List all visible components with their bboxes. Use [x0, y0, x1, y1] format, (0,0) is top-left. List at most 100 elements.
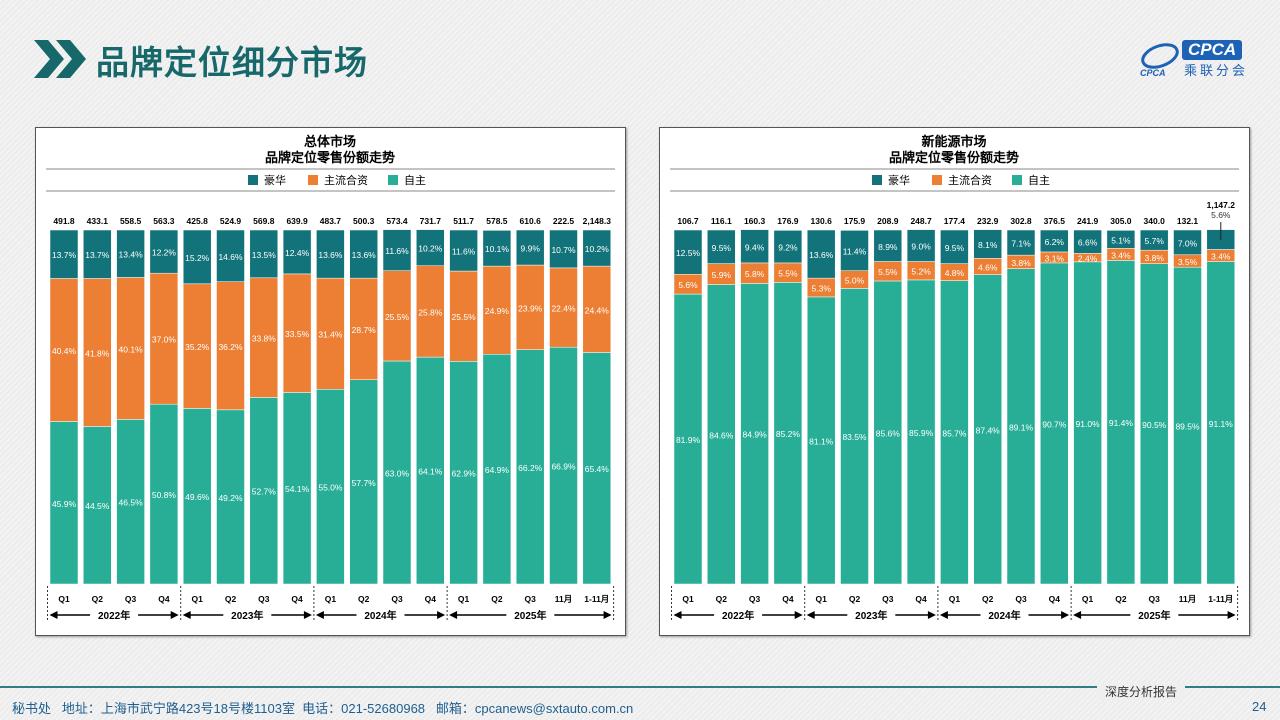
bar-segment — [515, 264, 545, 350]
category-label: 1-11月 — [1208, 594, 1233, 604]
data-label: 5.0% — [845, 276, 865, 286]
data-label: 9.0% — [911, 242, 931, 252]
bar-segment — [549, 346, 578, 585]
bar-segment — [182, 283, 212, 409]
total-label: 376.5 — [1044, 216, 1066, 226]
total-label: 573.4 — [386, 216, 408, 226]
arrow-right-icon — [1227, 611, 1236, 619]
bar-segment — [1006, 229, 1036, 256]
data-label: 11.4% — [843, 247, 867, 257]
data-label: 81.9% — [676, 435, 701, 445]
arrow-left-icon — [939, 611, 948, 619]
data-label: 24.4% — [585, 305, 610, 315]
bar-segment — [149, 229, 179, 274]
total-label: 302.8 — [1010, 216, 1032, 226]
bar-segment — [806, 296, 836, 585]
category-label: Q1 — [682, 594, 694, 604]
category-label: Q2 — [491, 594, 503, 604]
bar-segment — [582, 229, 612, 267]
data-label: 6.2% — [1045, 237, 1065, 247]
total-label: 248.7 — [910, 216, 932, 226]
total-label: 483.7 — [320, 216, 342, 226]
bar-segment — [873, 280, 903, 585]
bar-segment — [673, 229, 703, 275]
bar-segment — [116, 419, 145, 585]
data-label: 9.9% — [521, 244, 541, 254]
total-label: 500.3 — [353, 216, 375, 226]
category-label: Q3 — [258, 594, 270, 604]
category-label: Q2 — [225, 594, 237, 604]
bar-segment — [382, 229, 412, 271]
category-label: 11月 — [1179, 594, 1197, 604]
data-label: 8.1% — [978, 240, 998, 250]
bar-segment — [973, 229, 1002, 259]
data-label: 3.8% — [1145, 253, 1165, 263]
category-label: Q3 — [525, 594, 537, 604]
data-label: 66.2% — [518, 463, 543, 473]
data-label: 25.5% — [452, 312, 477, 322]
data-label: 33.5% — [285, 329, 310, 339]
bar-segment — [449, 270, 478, 362]
data-label: 84.9% — [743, 430, 768, 440]
category-label: Q4 — [915, 594, 927, 604]
data-label: 84.6% — [709, 430, 734, 440]
bar-segment — [1173, 229, 1202, 256]
bar-segment — [482, 230, 512, 267]
bar-segment — [382, 270, 412, 362]
year-label: 2024年 — [364, 609, 396, 622]
category-label: Q3 — [1015, 594, 1027, 604]
category-label: Q3 — [125, 594, 137, 604]
data-label: 62.9% — [452, 469, 477, 479]
total-label: 731.7 — [420, 216, 442, 226]
page-title: 品牌定位细分市场 — [96, 44, 368, 81]
bar-segment — [316, 229, 345, 279]
total-label: 222.5 — [553, 216, 575, 226]
bar-segment — [773, 282, 803, 585]
data-label: 37.0% — [152, 335, 177, 345]
data-label: 11.6% — [452, 247, 476, 257]
bar-segment — [740, 283, 769, 585]
data-label: 7.1% — [1011, 239, 1031, 249]
bar-segment — [182, 408, 212, 585]
data-label: 13.7% — [52, 250, 77, 260]
bar-segment — [449, 361, 478, 585]
bar-segment — [249, 277, 279, 398]
bar-segment — [316, 277, 345, 390]
data-label: 9.5% — [712, 243, 732, 253]
data-label: 87.4% — [976, 425, 1001, 435]
data-label: 83.5% — [842, 432, 867, 442]
total-label: 433.1 — [87, 216, 109, 226]
bar-segment — [1073, 229, 1102, 254]
total-label: 578.5 — [486, 216, 508, 226]
legend-label: 豪华 — [264, 173, 286, 187]
data-label: 3.4% — [1111, 250, 1131, 260]
bar-segment — [49, 421, 79, 585]
total-label: 610.6 — [520, 216, 542, 226]
legend-label: 主流合资 — [948, 173, 992, 187]
category-label: 1-11月 — [584, 594, 609, 604]
total-label: 241.9 — [1077, 216, 1099, 226]
data-label: 49.6% — [185, 492, 210, 502]
data-label: 5.5% — [778, 269, 798, 279]
category-label: Q4 — [1049, 594, 1061, 604]
bar-segment — [840, 230, 869, 271]
bar-segment — [416, 356, 445, 585]
bar-segment — [1073, 261, 1102, 585]
bar-segment — [873, 229, 903, 262]
legend-swatch — [248, 175, 258, 185]
arrow-left-icon — [673, 611, 682, 619]
arrow-right-icon — [794, 611, 803, 619]
bar-segment — [116, 229, 145, 278]
data-label: 12.4% — [285, 248, 310, 258]
data-label: 33.8% — [252, 334, 277, 344]
arrow-left-icon — [1073, 611, 1082, 619]
data-label: 25.5% — [385, 312, 410, 322]
cpca-logo: CPCA CPCA 乘联分会 — [1138, 38, 1256, 78]
data-label: 3.8% — [1011, 258, 1031, 268]
bar-segment — [840, 288, 869, 585]
nev-market-chart: 新能源市场 品牌定位零售份额走势 豪华 主流合资 自主 81.9% 5.6% 12.5% 106… — [659, 127, 1250, 636]
category-label: Q1 — [58, 594, 70, 604]
total-label: 491.8 — [53, 216, 75, 226]
data-label: 6.6% — [1078, 238, 1098, 248]
data-label: 24.9% — [485, 306, 510, 316]
